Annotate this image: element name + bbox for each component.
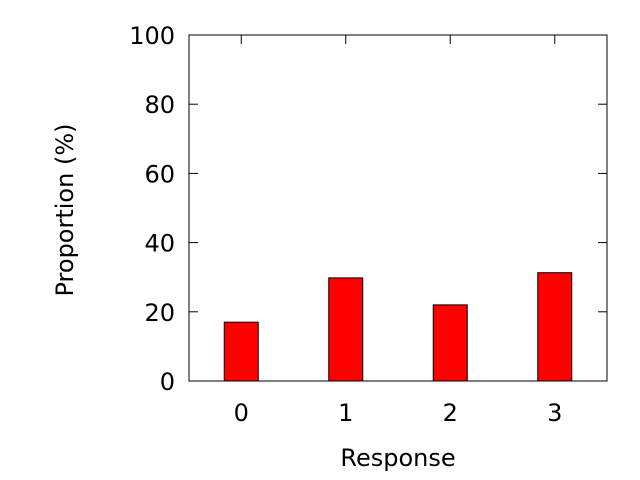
- x-tick-label: 0: [234, 399, 249, 427]
- y-tick-label: 40: [144, 230, 175, 258]
- bars: [223, 272, 573, 382]
- y-tick-label: 20: [144, 299, 175, 327]
- x-tick-label: 1: [338, 399, 353, 427]
- y-tick-label: 0: [160, 368, 175, 396]
- y-tick-label: 80: [144, 91, 175, 119]
- y-tick-label: 100: [129, 22, 175, 50]
- x-tick-label: 2: [443, 399, 458, 427]
- x-axis-label: Response: [340, 444, 455, 472]
- plot-frame: [188, 34, 608, 382]
- y-axis-label: Proportion (%): [51, 124, 79, 297]
- bar-3: [537, 272, 573, 382]
- bar-0: [223, 321, 259, 382]
- x-tick-label: 3: [547, 399, 562, 427]
- y-tick-label: 60: [144, 160, 175, 188]
- x-axis-ticks: 0 1 2 3: [234, 35, 562, 427]
- bar-1: [328, 277, 364, 382]
- bar-2: [432, 304, 468, 382]
- y-axis-ticks: 0 20 40 60 80 100: [129, 22, 607, 396]
